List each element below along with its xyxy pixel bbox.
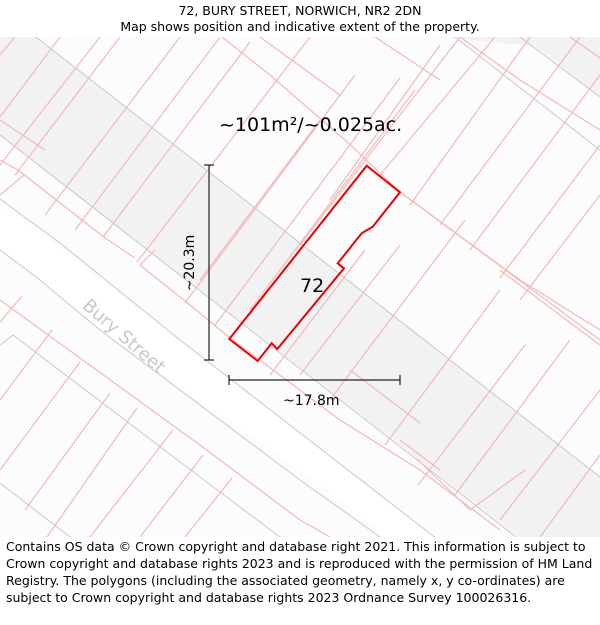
copyright-attribution: Contains OS data © Crown copyright and d…	[6, 539, 593, 605]
width-dimension-label: ~17.8m	[283, 393, 340, 409]
area-label: ~101m²/~0.025ac.	[219, 114, 403, 136]
plot-boundaries	[0, 37, 600, 537]
map-canvas	[0, 37, 600, 537]
map-subtitle: Map shows position and indicative extent…	[120, 19, 480, 34]
dimension-lines	[204, 164, 401, 385]
property-address-title: 72, BURY STREET, NORWICH, NR2 2DN	[178, 3, 422, 18]
property-boundary-72	[227, 164, 402, 363]
height-dimension-label: ~20.3m	[182, 234, 198, 292]
house-number-label: 72	[300, 275, 325, 297]
road	[0, 199, 445, 537]
map-header: 72, BURY STREET, NORWICH, NR2 2DN Map sh…	[0, 0, 600, 37]
property-map[interactable]: ~101m²/~0.025ac. 72 ~17.8m ~20.3m Bury S…	[0, 37, 600, 537]
